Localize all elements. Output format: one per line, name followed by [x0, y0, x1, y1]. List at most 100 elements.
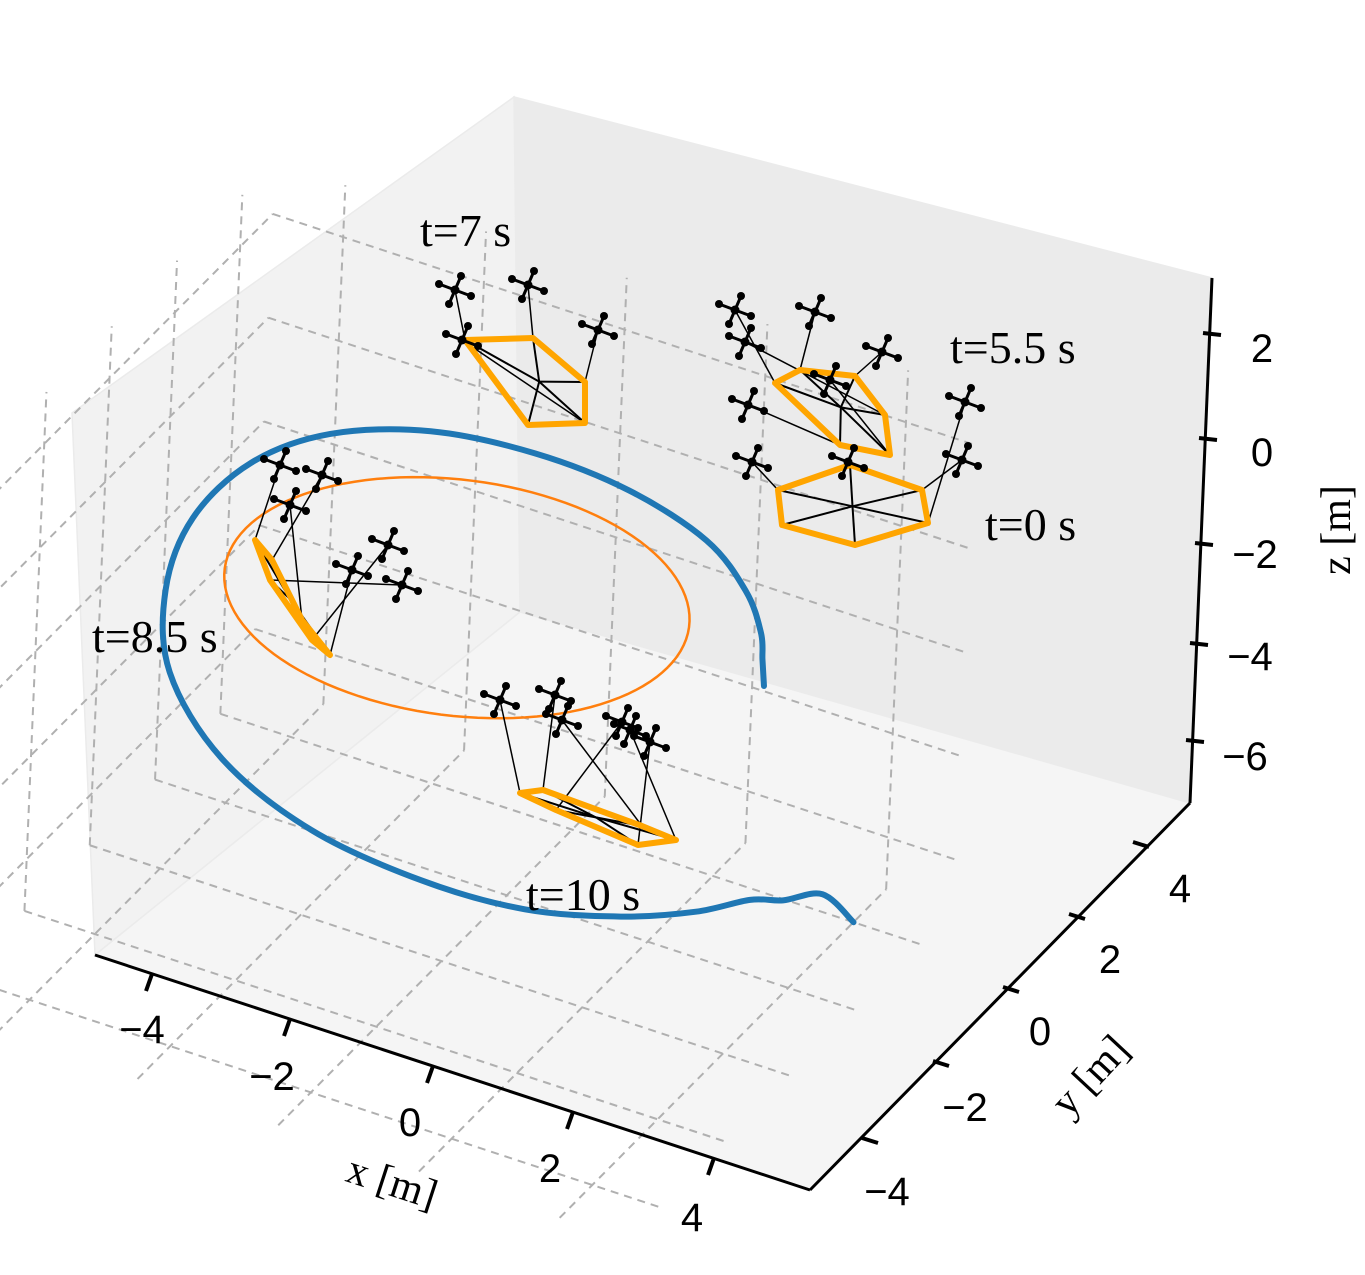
- grid-line-left-z: [0, 524, 261, 788]
- y-tick-label: −4: [864, 1170, 910, 1214]
- payload-strut: [851, 506, 856, 546]
- quadrotor-body: [960, 397, 970, 407]
- quadrotor-icon: [725, 324, 765, 360]
- grid-line-floor-x: [136, 749, 465, 1080]
- rotor: [817, 294, 825, 302]
- cable-line: [854, 351, 883, 377]
- rotor: [445, 300, 453, 308]
- rotor: [850, 444, 858, 452]
- rotor: [404, 567, 412, 575]
- rotor: [760, 407, 768, 415]
- grid-line-back-z: [272, 212, 977, 447]
- rotor: [832, 362, 840, 370]
- payload-strut: [799, 369, 842, 409]
- quadrotor-body: [275, 460, 285, 470]
- rotor: [512, 702, 520, 710]
- z-tick-mark: [1198, 436, 1218, 442]
- payload-strut: [852, 505, 929, 524]
- rotor: [457, 272, 465, 280]
- cable-line: [927, 401, 966, 524]
- z-tick-label: −4: [1227, 635, 1273, 679]
- y-ticks: −4 −2 0 2 4: [861, 840, 1191, 1214]
- rotor: [474, 342, 482, 350]
- quadrotor-body: [625, 725, 635, 735]
- z-tick-label: 2: [1251, 327, 1273, 371]
- rotor: [400, 547, 408, 555]
- quadrotor-icon: [260, 447, 300, 483]
- rotor: [588, 340, 596, 348]
- rotor: [634, 724, 642, 732]
- rotor: [467, 292, 475, 300]
- grid-line-back-x: [885, 370, 910, 890]
- z-axis-line: [1188, 277, 1214, 804]
- rotor: [838, 472, 846, 480]
- quadrotor-body: [347, 565, 357, 575]
- rotor: [945, 392, 953, 400]
- x-tick-label: −2: [249, 1055, 295, 1099]
- rotor: [578, 320, 586, 328]
- rotor: [742, 472, 750, 480]
- rotor: [942, 450, 950, 458]
- rotor: [574, 722, 582, 730]
- z-tick-mark: [1194, 541, 1214, 547]
- x-tick-mark: [282, 1018, 292, 1037]
- rotor: [600, 312, 608, 320]
- grid: [0, 185, 977, 1219]
- rotor: [632, 712, 640, 720]
- x-axis-line: [94, 953, 811, 1192]
- rotor: [955, 412, 963, 420]
- rotor: [764, 464, 772, 472]
- trajectory-layer: [159, 426, 857, 926]
- rotor: [894, 354, 902, 362]
- z-tick-mark: [1185, 738, 1205, 744]
- z-axis-label: z [m]: [1314, 485, 1360, 575]
- payload-polygon: [517, 787, 679, 848]
- grid-line-left-z: [0, 213, 274, 490]
- grid-line-left-y: [23, 391, 48, 911]
- reference-circle: [223, 475, 691, 720]
- payload-strut: [840, 406, 886, 416]
- formation-0: [435, 267, 618, 428]
- rotor: [737, 292, 745, 300]
- rotor: [820, 390, 828, 398]
- rotor: [464, 322, 472, 330]
- y-tick-label: 0: [1029, 1010, 1051, 1054]
- rotor: [480, 690, 488, 698]
- rotor: [368, 535, 376, 543]
- rotor: [334, 477, 342, 485]
- rotor: [810, 370, 818, 378]
- rotor: [757, 344, 765, 352]
- payload-strut: [839, 407, 842, 446]
- y-tick-mark: [1132, 840, 1150, 849]
- formation-3: [252, 447, 422, 658]
- quadrotor-body: [397, 580, 407, 590]
- rotor: [602, 712, 610, 720]
- formation-4: [480, 677, 679, 848]
- rotor: [435, 280, 443, 288]
- quadrotor-icon: [862, 334, 902, 370]
- cable-line: [527, 284, 534, 339]
- rotor: [620, 740, 628, 748]
- cable-line: [561, 719, 643, 827]
- x-axis-label: x [m]: [341, 1147, 443, 1219]
- rotor: [662, 744, 670, 752]
- rotor: [795, 302, 803, 310]
- payload-strut: [840, 406, 891, 456]
- rotor: [414, 587, 422, 595]
- quadrotor-body: [450, 285, 460, 295]
- grid-line-floor-y: [89, 844, 794, 1078]
- quadrotor-icon: [435, 272, 475, 308]
- cable-line: [311, 544, 389, 641]
- rotor: [725, 320, 733, 328]
- payload-strut: [538, 380, 586, 424]
- y-tick-mark: [1002, 985, 1020, 994]
- quadrotor-icon: [715, 292, 755, 328]
- rotor: [378, 555, 386, 563]
- payload-polygon: [772, 367, 893, 458]
- rotor: [862, 342, 870, 350]
- y-axis-label: y [m]: [1042, 1027, 1138, 1126]
- rotor: [302, 465, 310, 473]
- rotor: [564, 702, 572, 710]
- quadrotor-body: [557, 715, 567, 725]
- formation-layer: [252, 267, 985, 848]
